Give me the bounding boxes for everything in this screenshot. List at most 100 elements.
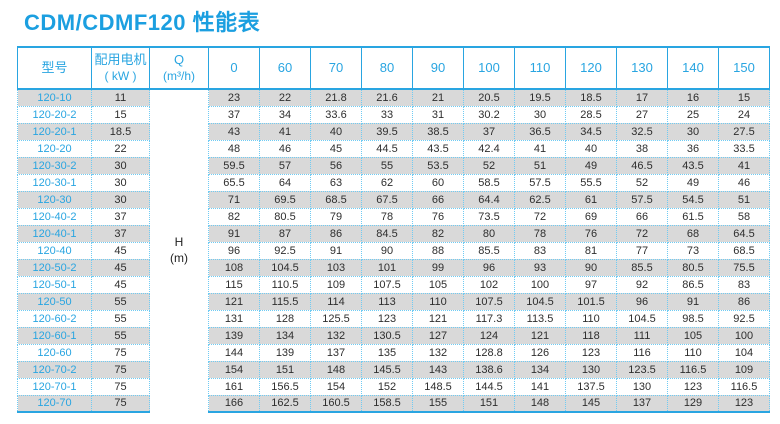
table-row: 120-40 45 96 92.5 91 90 88 85.5 83 81 77 73 68.5 <box>17 241 770 260</box>
model-cell: 120-30-1 <box>17 173 92 192</box>
value-cell: 134 <box>259 326 311 345</box>
value-cell: 72 <box>514 207 566 226</box>
value-cell: 54.5 <box>667 190 719 209</box>
motor-kw-cell: 45 <box>91 275 150 294</box>
value-cell: 139 <box>208 326 260 345</box>
value-cell: 64 <box>259 173 311 192</box>
value-cell: 104.5 <box>514 292 566 311</box>
value-cell: 98.5 <box>667 309 719 328</box>
col-header-flow-130: 130 <box>616 46 668 90</box>
table-row: 120-40-2 37 82 80.5 79 78 76 73.5 72 69 66 61.5 58 <box>17 207 770 226</box>
value-cell: 116.5 <box>667 360 719 379</box>
motor-kw-cell: 30 <box>91 156 150 175</box>
model-cell: 120-40-2 <box>17 207 92 226</box>
value-cell: 91 <box>310 241 362 260</box>
table-row: 120-20-1 18.5 43 41 40 39.5 38.5 37 36.5 34.5 32.5… <box>17 122 770 141</box>
col-header-flow-100: 100 <box>463 46 515 90</box>
value-cell: 33.5 <box>718 139 770 158</box>
value-cell: 83 <box>718 275 770 294</box>
table-row: 120-20 22 48 46 45 44.5 43.5 42.4 41 40 38 36 33.5 <box>17 139 770 158</box>
value-cell: 27.5 <box>718 122 770 141</box>
value-cell: 36.5 <box>514 122 566 141</box>
value-cell: 68.5 <box>718 241 770 260</box>
value-cell: 65.5 <box>208 173 260 192</box>
value-cell: 148 <box>514 394 566 413</box>
motor-kw-cell: 55 <box>91 292 150 311</box>
value-cell: 111 <box>616 326 668 345</box>
value-cell: 82 <box>208 207 260 226</box>
value-cell: 86.5 <box>667 275 719 294</box>
value-cell: 129 <box>667 394 719 413</box>
value-cell: 92 <box>616 275 668 294</box>
value-cell: 88 <box>412 241 464 260</box>
value-cell: 44.5 <box>361 139 413 158</box>
table-body: 120-10 11 H (m) 23 22 21.8 21.6 21 20.5 19.5 18.5 17… <box>17 88 770 413</box>
value-cell: 51 <box>514 156 566 175</box>
value-cell: 132 <box>310 326 362 345</box>
value-cell: 97 <box>565 275 617 294</box>
value-cell: 30 <box>514 105 566 124</box>
motor-kw-cell: 55 <box>91 326 150 345</box>
table-row: 120-40-1 37 91 87 86 84.5 82 80 78 76 72 68 64.5 <box>17 224 770 243</box>
value-cell: 116 <box>616 343 668 362</box>
value-cell: 96 <box>463 258 515 277</box>
value-cell: 21.6 <box>361 88 413 107</box>
motor-kw-cell: 37 <box>91 207 150 226</box>
value-cell: 105 <box>667 326 719 345</box>
value-cell: 52 <box>463 156 515 175</box>
value-cell: 55.5 <box>565 173 617 192</box>
value-cell: 58 <box>718 207 770 226</box>
value-cell: 75.5 <box>718 258 770 277</box>
motor-kw-cell: 11 <box>91 88 150 107</box>
value-cell: 46 <box>259 139 311 158</box>
model-cell: 120-20-2 <box>17 105 92 124</box>
value-cell: 57.5 <box>514 173 566 192</box>
value-cell: 16 <box>667 88 719 107</box>
value-cell: 76 <box>412 207 464 226</box>
value-cell: 76 <box>565 224 617 243</box>
value-cell: 27 <box>616 105 668 124</box>
value-cell: 86 <box>310 224 362 243</box>
value-cell: 46 <box>718 173 770 192</box>
value-cell: 123 <box>361 309 413 328</box>
value-cell: 154 <box>310 377 362 396</box>
value-cell: 25 <box>667 105 719 124</box>
value-cell: 37 <box>463 122 515 141</box>
value-cell: 63 <box>310 173 362 192</box>
value-cell: 92.5 <box>718 309 770 328</box>
value-cell: 78 <box>361 207 413 226</box>
value-cell: 131 <box>208 309 260 328</box>
col-header-flow-0: 0 <box>208 46 260 90</box>
value-cell: 57.5 <box>616 190 668 209</box>
value-cell: 59.5 <box>208 156 260 175</box>
motor-kw-cell: 75 <box>91 377 150 396</box>
table-row: 120-60 75 144 139 137 135 132 128.8 126 123 116 110… <box>17 343 770 362</box>
q-header-line1: Q <box>173 51 185 67</box>
value-cell: 72 <box>616 224 668 243</box>
value-cell: 84.5 <box>361 224 413 243</box>
value-cell: 30 <box>667 122 719 141</box>
value-cell: 121 <box>514 326 566 345</box>
value-cell: 148.5 <box>412 377 464 396</box>
value-cell: 96 <box>208 241 260 260</box>
value-cell: 85.5 <box>616 258 668 277</box>
value-cell: 145.5 <box>361 360 413 379</box>
motor-kw-cell: 55 <box>91 309 150 328</box>
motor-header-line2: ( kW ) <box>104 69 137 83</box>
value-cell: 143 <box>412 360 464 379</box>
value-cell: 73 <box>667 241 719 260</box>
value-cell: 85.5 <box>463 241 515 260</box>
value-cell: 162.5 <box>259 394 311 413</box>
table-row: 120-50 55 121 115.5 114 113 110 107.5 104.5 101.5… <box>17 292 770 311</box>
value-cell: 109 <box>310 275 362 294</box>
motor-kw-cell: 18.5 <box>91 122 150 141</box>
value-cell: 62 <box>361 173 413 192</box>
value-cell: 113.5 <box>514 309 566 328</box>
value-cell: 137 <box>616 394 668 413</box>
value-cell: 41 <box>259 122 311 141</box>
value-cell: 68 <box>667 224 719 243</box>
value-cell: 92.5 <box>259 241 311 260</box>
value-cell: 66 <box>412 190 464 209</box>
model-cell: 120-70 <box>17 394 92 413</box>
